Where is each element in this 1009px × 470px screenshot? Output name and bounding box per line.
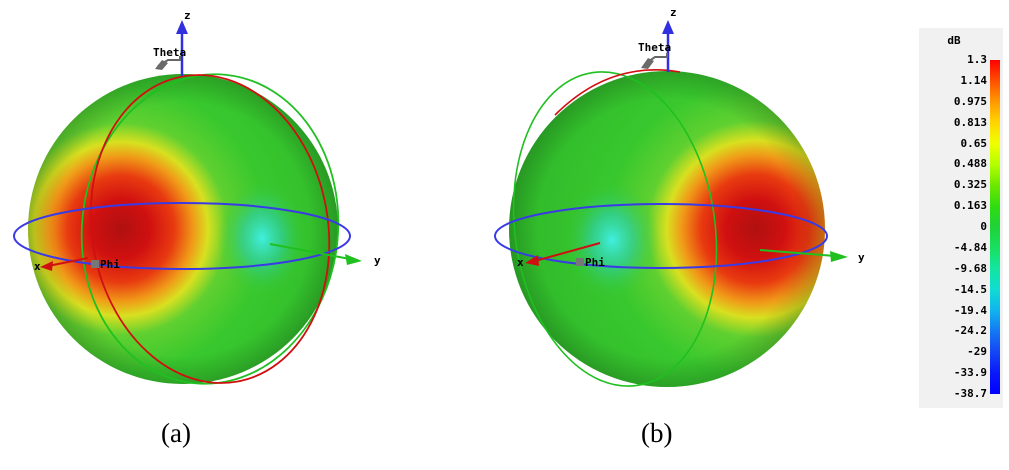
theta-meridian-red-a [89,74,331,384]
colorbar-tick-label: 1.14 [960,73,988,87]
colorbar-tick-label: -33.9 [953,366,987,380]
colorbar-tick-label: 0.163 [953,199,987,213]
theta-label-b: Theta [638,41,671,54]
y-axis-a [269,243,351,260]
theta-meridian-green-a [80,73,340,385]
y-axis-label-b: y [858,251,865,264]
phi-marker-a [91,260,99,268]
colorbar-tick-label: -24.2 [953,324,987,338]
z-arrow-a [176,20,188,34]
colorbar-tick-label: 0.65 [960,136,988,150]
colorbar-tick-label: 1.3 [967,53,987,66]
y-arrow-b [830,251,848,262]
colorbar-unit: dB [947,34,961,47]
y-axis-label-a: y [374,254,381,267]
x-arrow-a [40,261,53,271]
phi-label-a: Phi [100,258,120,271]
colorbar-tick-label: 0.488 [953,157,987,171]
colorbar-legend: dB 1.3 1.14 0.975 0.813 0.65 0.488 0.325 0.163 0… [919,28,1003,408]
colorbar-tick-label: -14.5 [953,282,987,296]
x-axis-label-b: x [517,256,524,269]
colorbar-tick-label: 0 [980,220,987,233]
y-arrow-a [345,254,362,265]
z-axis-label-a: z [184,9,191,22]
theta-meridian-green-b [512,71,718,387]
z-arrow-b [662,20,674,34]
x-axis-label-a: x [34,260,41,273]
colorbar-gradient [990,60,1000,394]
colorbar-tick-label: -9.68 [953,261,987,275]
phi-marker-b [576,258,584,266]
caption-a: (a) [161,418,191,448]
colorbar-tick-label: 0.975 [953,94,987,108]
colorbar-tick-label: 0.813 [953,115,987,129]
phi-ring-b [494,203,828,269]
colorbar-tick-label: -19.4 [953,303,987,317]
colorbar-tick-label: -38.7 [953,387,987,400]
z-axis-label-b: z [670,6,677,19]
x-axis-a [47,257,89,267]
phi-ring-a [13,202,351,270]
phi-label-b: Phi [585,256,605,269]
y-axis-b [759,249,836,257]
caption-b: (b) [641,418,673,448]
panel-b: z Theta y x Phi [494,6,865,387]
colorbar-tick-label: -29 [967,345,987,359]
colorbar-tick-label: -4.84 [953,240,987,254]
theta-meridian-red-b [554,69,681,116]
panel-a: z Theta y x Phi [13,9,381,385]
x-axis-b [534,242,601,262]
theta-label-a: Theta [153,46,186,59]
colorbar-tick-label: 0.325 [953,178,987,192]
x-arrow-b [525,255,539,266]
